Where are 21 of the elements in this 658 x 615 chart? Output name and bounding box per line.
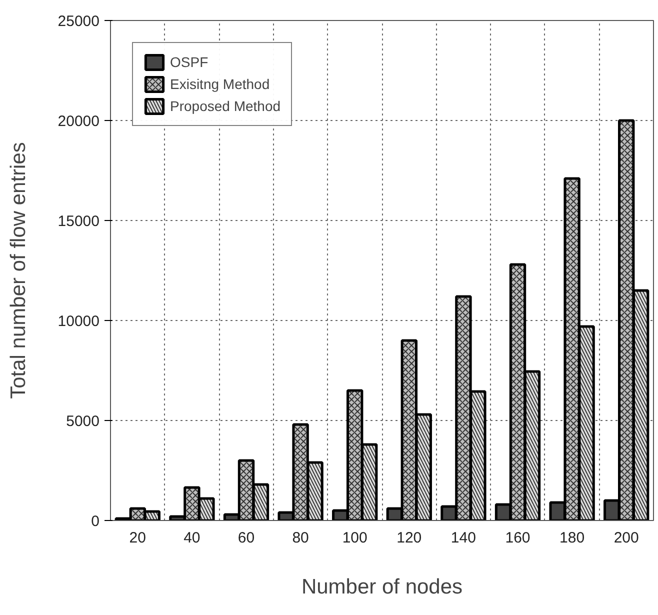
legend-label: OSPF bbox=[170, 54, 208, 70]
x-tick-label: 80 bbox=[292, 530, 309, 546]
x-tick-label: 40 bbox=[184, 530, 200, 546]
x-tick-label: 180 bbox=[560, 530, 585, 546]
legend-label: Exisitng Method bbox=[170, 76, 270, 92]
legend-label: Proposed Method bbox=[170, 98, 281, 114]
y-tick-label: 0 bbox=[91, 513, 100, 530]
x-axis-title: Number of nodes bbox=[301, 576, 463, 598]
y-tick-label: 25000 bbox=[58, 13, 100, 30]
x-tick-label: 20 bbox=[129, 530, 146, 546]
y-tick-label: 5000 bbox=[66, 413, 100, 430]
y-axis-title: Total number of flow entries bbox=[6, 142, 30, 399]
x-tick-label: 200 bbox=[614, 530, 639, 546]
x-tick-label: 140 bbox=[450, 530, 476, 546]
y-tick-label: 10000 bbox=[58, 313, 100, 330]
y-tick-label: 20000 bbox=[58, 113, 100, 130]
x-tick-label: 160 bbox=[505, 530, 530, 546]
x-tick-label: 120 bbox=[396, 530, 422, 546]
x-tick-label: 100 bbox=[342, 530, 368, 546]
y-tick-label: 15000 bbox=[58, 213, 100, 230]
x-tick-label: 60 bbox=[238, 530, 255, 546]
